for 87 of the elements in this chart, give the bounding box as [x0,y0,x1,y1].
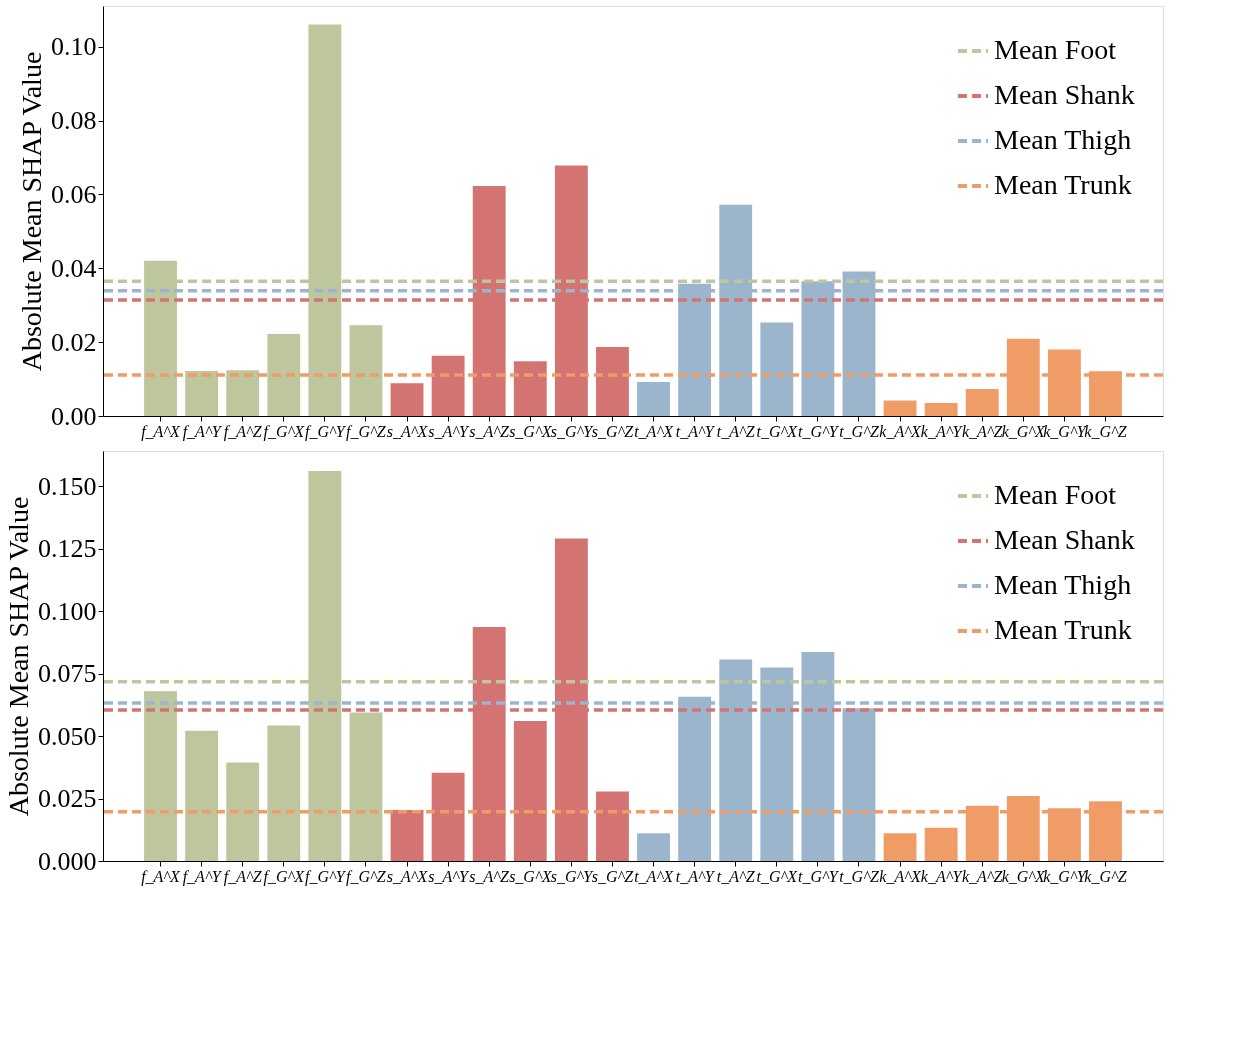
x-tick-label: t_G^Y [798,867,840,885]
legend-label: Mean Thigh [994,569,1132,600]
legend-label: Mean Trunk [994,614,1132,645]
x-tick-label: s_A^X [386,422,429,440]
x-tick-label: f_A^Z [223,867,263,886]
x-tick-label: s_A^Z [469,867,511,885]
bar [431,772,465,861]
x-tick-label: k_A^Y [920,867,964,885]
x-tick-label: t_G^Z [839,867,880,885]
x-tick-label: s_A^Z [469,422,511,440]
x-tick-label: f_A^X [141,867,182,886]
bar [185,370,219,416]
y-tick-label: 0.02 [51,327,97,357]
bar [185,730,219,861]
bar [267,725,301,861]
bar [924,827,958,861]
x-tick-label: t_A^Z [716,867,756,885]
bar [390,383,424,416]
x-tick-label: s_A^Y [428,867,471,885]
x-tick-label: t_G^Z [839,422,880,440]
x-tick-label: f_A^X [141,422,182,441]
x-tick-label: t_A^X [634,867,675,885]
x-tick-label: f_A^Y [182,422,223,441]
bar [637,382,670,416]
x-tick-label: f_A^Y [182,867,223,886]
x-tick-label: f_G^X [263,422,306,441]
bar [226,370,260,416]
y-tick-label: 0.100 [38,596,97,626]
x-tick-label: f_A^Z [223,422,263,441]
x-tick-label: k_A^X [879,867,922,885]
bar [513,721,547,861]
y-tick-label: 0.000 [38,846,97,876]
x-tick-label: f_G^Z [346,422,387,441]
bar [760,322,794,416]
x-tick-label: t_A^Y [675,422,716,440]
x-tick-label: t_A^Z [716,422,756,440]
x-tick-label: f_G^X [263,867,306,886]
x-tick-label: k_A^Z [961,867,1004,885]
bar [144,691,177,861]
legend-label: Mean Trunk [994,169,1132,200]
x-tick-label: f_G^Y [305,422,347,441]
y-tick-label: 0.025 [38,784,97,813]
y-tick-label: 0.00 [51,401,97,431]
bar [349,712,383,861]
bar [431,355,465,416]
bar [883,400,917,416]
y-tick-label: 0.150 [38,471,97,501]
x-tick-label: s_G^X [509,422,553,440]
x-tick-label: t_G^X [756,422,799,440]
y-tick-label: 0.06 [51,179,97,209]
x-tick-label: s_A^X [386,867,429,885]
x-tick-label: f_G^Y [305,867,347,886]
bar [596,791,629,861]
x-tick-label: k_A^Y [920,422,964,440]
bar [965,389,999,416]
y-tick-label: 0.125 [38,534,97,563]
x-tick-label: k_A^Z [961,422,1004,440]
bar [349,325,383,416]
legend-label: Mean Thigh [994,124,1132,155]
bar [637,833,670,861]
bar [596,346,629,416]
x-tick-label: k_A^X [879,422,922,440]
y-axis-title: Absolute Mean SHAP Value [16,51,47,372]
y-tick-label: 0.08 [51,106,97,135]
bar [924,403,958,416]
y-axis-title: Absolute Mean SHAP Value [3,496,34,817]
x-tick-label: t_G^Y [798,422,840,440]
legend-label: Mean Shank [994,524,1135,555]
bar [390,810,424,861]
bar [513,361,547,416]
x-tick-label: t_G^X [756,867,799,885]
bar [267,334,301,416]
bar [883,833,917,861]
x-tick-label: t_A^Y [675,867,716,885]
y-tick-label: 0.04 [51,253,97,283]
y-tick-label: 0.10 [51,32,97,62]
x-tick-label: t_A^X [634,422,675,440]
y-tick-label: 0.075 [38,659,97,688]
bar [226,762,260,861]
x-tick-label: s_A^Y [428,422,471,440]
x-tick-label: s_G^X [509,867,553,885]
x-tick-label: f_G^Z [346,867,387,886]
legend-label: Mean Foot [994,34,1117,65]
legend-label: Mean Foot [994,479,1117,510]
legend-label: Mean Shank [994,79,1135,110]
bar [842,708,876,861]
y-tick-label: 0.050 [38,721,97,751]
